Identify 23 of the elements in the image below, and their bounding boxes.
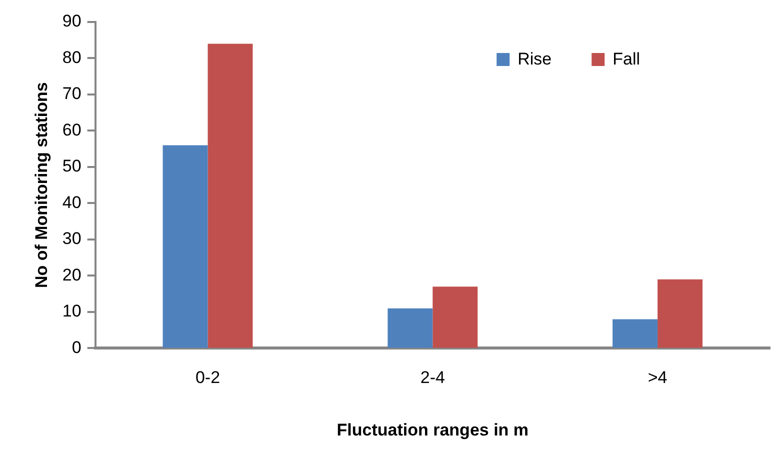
x-tick-label: >4 xyxy=(648,368,668,388)
y-tick-label: 30 xyxy=(62,229,82,248)
x-tick-label: 0-2 xyxy=(195,368,220,388)
y-tick-label: 40 xyxy=(62,192,82,212)
legend-label: Fall xyxy=(612,50,640,69)
bar xyxy=(658,279,703,348)
x-axis-title: Fluctuation ranges in m xyxy=(336,420,529,440)
bar xyxy=(208,44,253,348)
y-axis-title: No of Monitoring stations xyxy=(32,82,51,288)
y-tick-label: 50 xyxy=(62,156,82,176)
bar xyxy=(432,286,478,348)
bar xyxy=(388,308,433,348)
y-tick-label: 20 xyxy=(62,265,82,284)
y-tick-label: 0 xyxy=(72,338,82,357)
y-tick-label: 90 xyxy=(62,12,82,31)
legend-label: Rise xyxy=(518,50,552,69)
y-tick-label: 60 xyxy=(62,120,82,140)
bar xyxy=(612,319,658,348)
y-tick-label: 70 xyxy=(62,84,82,104)
y-tick-label: 80 xyxy=(62,48,82,67)
y-tick-label: 10 xyxy=(62,302,82,321)
bar xyxy=(162,145,208,348)
x-tick-label: 2-4 xyxy=(420,368,445,388)
